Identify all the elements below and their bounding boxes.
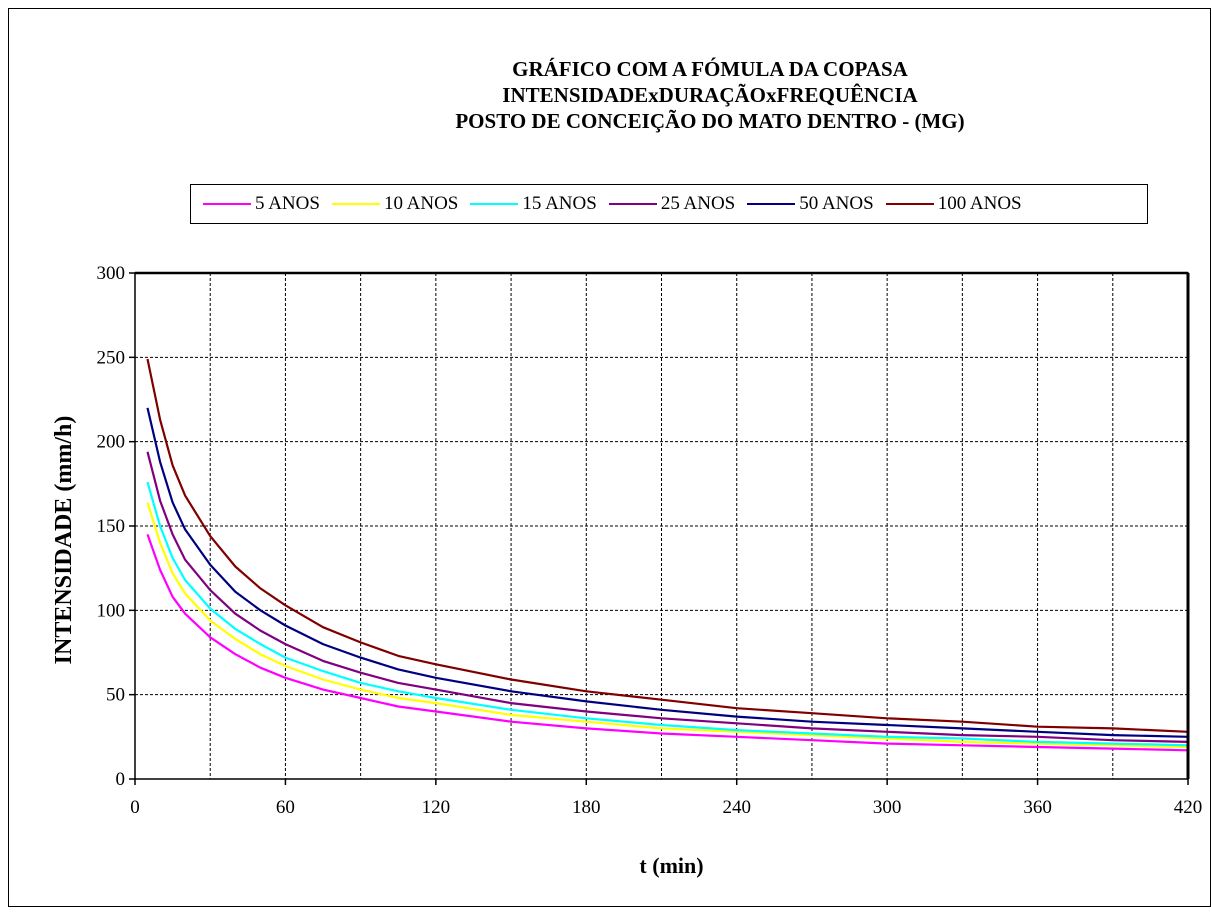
x-tick-label: 180	[572, 797, 601, 818]
legend-item: 50 ANOS	[747, 193, 874, 215]
y-tick-label: 50	[106, 685, 125, 706]
x-axis-label: t (min)	[639, 853, 703, 878]
x-tick-label: 360	[1023, 797, 1052, 818]
chart-title: GRÁFICO COM A FÓMULA DA COPASA INTENSIDA…	[300, 56, 1120, 134]
y-tick-label: 200	[97, 432, 126, 453]
legend-swatch	[885, 203, 934, 205]
chart-title-line-1: GRÁFICO COM A FÓMULA DA COPASA	[512, 57, 908, 81]
series-line-15-anos	[146, 481, 1189, 747]
x-tick-label: 300	[873, 797, 902, 818]
legend-label: 15 ANOS	[522, 193, 597, 214]
legend-swatch	[203, 203, 251, 205]
legend-item: 25 ANOS	[608, 193, 736, 215]
x-tick-label: 60	[276, 797, 295, 818]
y-axis-label: INTENSIDADE (mm/h)	[51, 416, 77, 665]
x-tick-label: 120	[422, 797, 451, 818]
legend-label: 100 ANOS	[937, 193, 1022, 214]
y-tick-label: 0	[116, 769, 126, 790]
legend-item: 15 ANOS	[470, 193, 597, 215]
legend-label: 50 ANOS	[799, 193, 874, 214]
x-tick-label: 240	[722, 797, 751, 818]
legend-label: 5 ANOS	[255, 193, 320, 214]
x-tick-label: 0	[130, 797, 140, 818]
legend-item: 5 ANOS	[203, 193, 320, 215]
series-line-100-anos	[146, 358, 1189, 733]
chart-title-line-2: INTENSIDADExDURAÇÃOxFREQUÊNCIA	[502, 83, 918, 107]
x-tick-label: 420	[1174, 797, 1203, 818]
legend-swatch	[608, 203, 657, 205]
series-line-10-anos	[146, 502, 1189, 749]
legend-swatch	[747, 203, 796, 205]
legend-label: 25 ANOS	[660, 193, 736, 214]
legend-item: 10 ANOS	[331, 193, 459, 215]
legend-item: 100 ANOS	[885, 193, 1022, 215]
chart-legend: 5 ANOS 10 ANOS 15 ANOS 25 ANOS 50 ANOS 100 AN…	[190, 184, 1148, 224]
series-line-50-anos	[146, 407, 1189, 738]
series-line-5-anos	[146, 534, 1189, 752]
series-line-25-anos	[146, 451, 1189, 743]
legend-swatch	[331, 203, 380, 205]
legend-label: 10 ANOS	[383, 193, 459, 214]
y-tick-label: 150	[97, 516, 126, 537]
y-tick-label: 250	[97, 347, 126, 368]
y-tick-label: 300	[97, 263, 126, 284]
y-tick-label: 100	[97, 600, 126, 621]
chart-title-line-3: POSTO DE CONCEIÇÃO DO MATO DENTRO - (MG)	[455, 109, 965, 133]
legend-swatch	[470, 203, 519, 205]
